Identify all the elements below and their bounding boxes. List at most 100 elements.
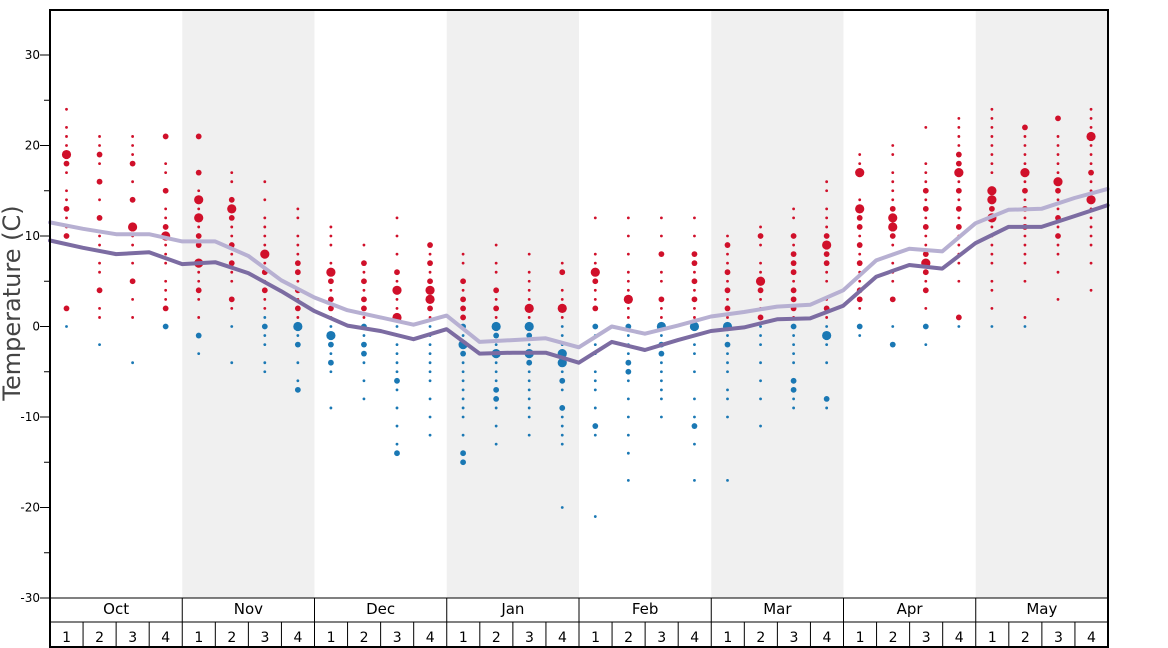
lower-average-line bbox=[48, 203, 1110, 365]
warm-dot bbox=[494, 261, 498, 265]
warm-dot bbox=[990, 171, 994, 175]
warm-dot bbox=[294, 305, 301, 312]
cold-dot bbox=[461, 370, 465, 374]
cold-dot bbox=[560, 370, 564, 374]
warm-dot bbox=[230, 270, 234, 274]
cold-dot bbox=[726, 478, 729, 482]
warm-dot bbox=[328, 305, 334, 312]
week-label: 4 bbox=[161, 630, 170, 646]
warm-dot bbox=[1089, 216, 1093, 220]
warm-dot bbox=[461, 288, 465, 292]
cold-dot bbox=[461, 379, 465, 383]
warm-dot bbox=[825, 189, 829, 193]
warm-dot bbox=[131, 243, 135, 247]
warm-dot bbox=[759, 270, 762, 274]
warm-dot bbox=[195, 169, 202, 176]
cold-dot bbox=[328, 341, 334, 348]
warm-dot bbox=[164, 243, 168, 247]
warm-dot bbox=[194, 195, 204, 205]
warm-dot bbox=[395, 252, 399, 256]
warm-dot bbox=[1023, 135, 1027, 138]
warm-dot bbox=[1056, 252, 1060, 256]
warm-dot bbox=[1056, 144, 1060, 147]
cold-dot bbox=[461, 433, 465, 437]
warm-dot bbox=[924, 234, 928, 238]
warm-dot bbox=[494, 270, 498, 274]
warm-dot bbox=[626, 252, 630, 256]
warm-dot bbox=[362, 288, 366, 292]
warm-dot bbox=[855, 204, 865, 214]
warm-dot bbox=[856, 215, 863, 221]
warm-dot bbox=[990, 261, 994, 265]
warm-dot bbox=[660, 279, 663, 283]
cold-dot bbox=[494, 343, 498, 346]
warm-dot bbox=[1023, 316, 1027, 319]
week-label: 2 bbox=[624, 630, 633, 646]
warm-dot bbox=[425, 285, 435, 295]
cold-dot bbox=[693, 478, 696, 482]
warm-dot bbox=[494, 297, 498, 301]
warm-dot bbox=[922, 187, 929, 194]
warm-dot bbox=[131, 153, 135, 156]
warm-dot bbox=[1089, 144, 1093, 147]
warm-dot bbox=[296, 243, 300, 247]
warm-dot bbox=[98, 234, 101, 238]
warm-dot bbox=[1086, 195, 1096, 205]
warm-dot bbox=[1088, 169, 1094, 176]
cold-dot bbox=[825, 406, 829, 410]
warm-dot bbox=[990, 116, 994, 120]
warm-dot bbox=[792, 243, 795, 247]
warm-dot bbox=[395, 234, 399, 238]
warm-dot bbox=[990, 243, 994, 247]
warm-dot bbox=[825, 316, 829, 319]
week-label: 1 bbox=[62, 630, 71, 646]
month-label: Nov bbox=[234, 600, 263, 618]
warm-dot bbox=[924, 171, 928, 175]
cold-dot bbox=[858, 334, 862, 337]
cold-dot bbox=[527, 406, 531, 410]
cold-dot bbox=[527, 415, 531, 419]
cold-dot bbox=[461, 388, 465, 392]
cold-dot bbox=[526, 359, 533, 366]
warm-dot bbox=[1089, 162, 1093, 166]
warm-dot bbox=[263, 243, 267, 247]
warm-dot bbox=[362, 316, 366, 319]
cold-dot bbox=[726, 415, 729, 419]
warm-dot bbox=[195, 133, 202, 140]
warm-dot bbox=[162, 133, 169, 140]
warm-dot bbox=[461, 252, 465, 256]
warm-dot bbox=[162, 305, 169, 312]
warm-dot bbox=[724, 242, 731, 248]
cold-dot bbox=[660, 415, 663, 419]
warm-dot bbox=[195, 233, 202, 239]
cold-dot bbox=[428, 325, 432, 328]
cold-dot bbox=[263, 343, 267, 346]
warm-dot bbox=[395, 307, 399, 310]
warm-dot bbox=[922, 224, 929, 230]
cold-dot bbox=[660, 379, 663, 383]
warm-dot bbox=[990, 107, 994, 111]
warm-dot bbox=[891, 243, 895, 247]
warm-dot bbox=[593, 252, 597, 256]
warm-dot bbox=[792, 207, 795, 211]
warm-dot bbox=[1023, 261, 1027, 265]
warm-dot bbox=[990, 307, 994, 310]
cold-dot bbox=[626, 379, 630, 383]
cold-dot bbox=[527, 370, 531, 374]
warm-dot bbox=[990, 288, 994, 292]
cold-dot bbox=[726, 334, 729, 337]
cold-dot bbox=[493, 332, 500, 339]
cold-dot bbox=[660, 388, 663, 392]
warm-dot bbox=[660, 307, 663, 310]
cold-dot bbox=[328, 359, 334, 366]
warm-dot bbox=[790, 269, 797, 276]
cold-dot bbox=[726, 352, 729, 356]
warm-dot bbox=[691, 278, 698, 285]
warm-dot bbox=[1089, 126, 1093, 129]
warm-dot bbox=[230, 234, 234, 238]
warm-dot bbox=[296, 316, 300, 319]
warm-dot bbox=[990, 153, 994, 156]
warm-dot bbox=[560, 297, 564, 301]
warm-dot bbox=[1023, 198, 1027, 202]
warm-dot bbox=[1089, 234, 1093, 238]
